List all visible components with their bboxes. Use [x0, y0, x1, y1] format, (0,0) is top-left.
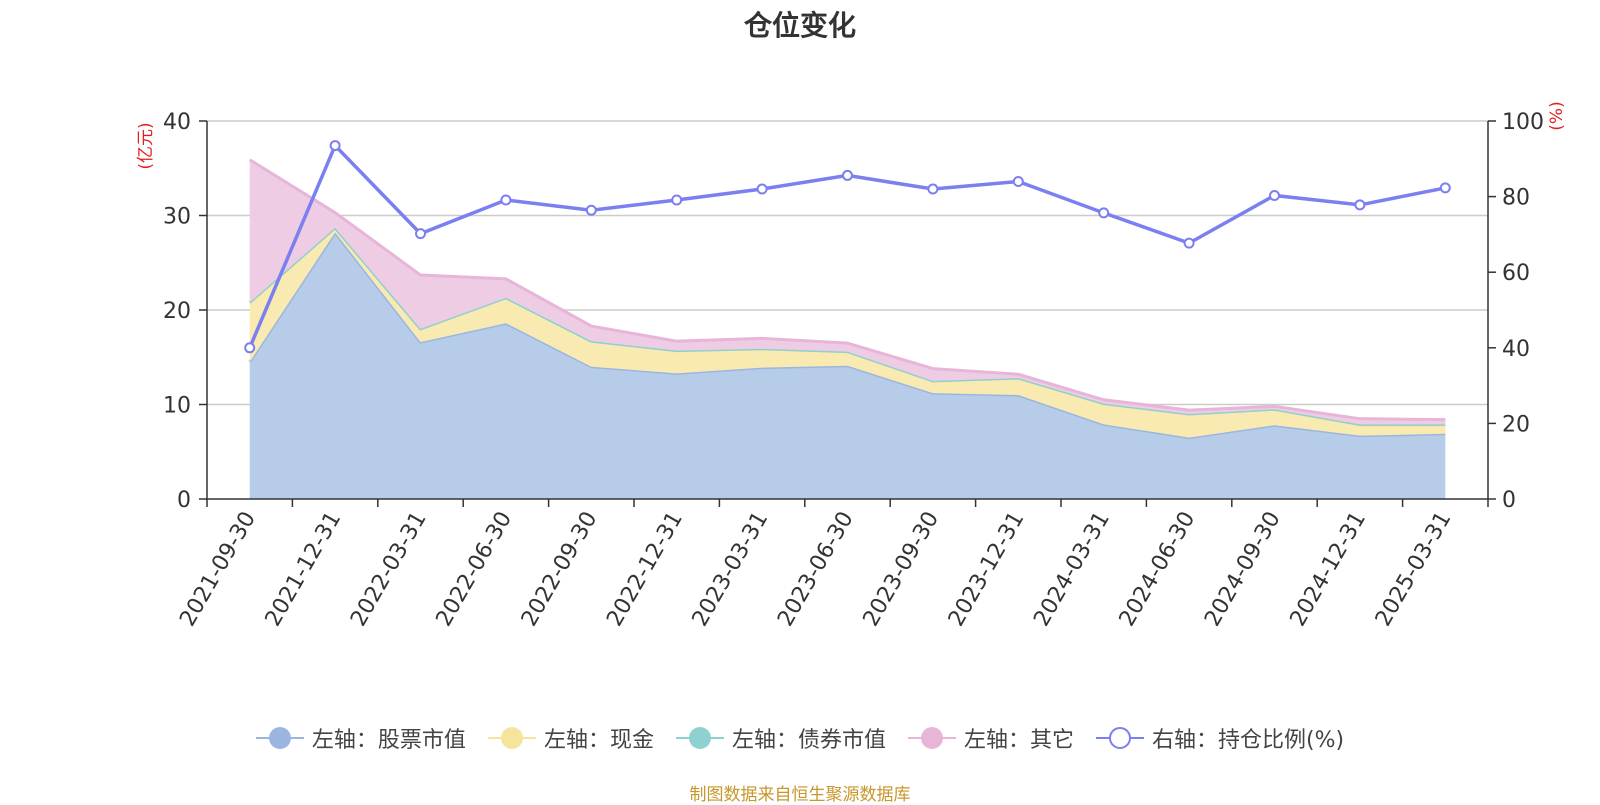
left-tick-label: 0 [177, 488, 191, 513]
legend-item[interactable]: 左轴：其它 [907, 722, 1074, 754]
ratio-point [1183, 237, 1195, 249]
x-tick-label: 2023-09-30 [859, 508, 945, 631]
ratio-point [1354, 199, 1366, 211]
legend-item[interactable]: 右轴：持仓比例(%) [1095, 722, 1345, 754]
left-axis-label: (亿元) [136, 122, 156, 169]
left-tick-label: 30 [163, 205, 191, 230]
ratio-point [1012, 175, 1024, 187]
left-tick-label: 40 [163, 110, 191, 135]
right-axis-label: (%) [1547, 101, 1567, 130]
ratio-point [756, 183, 768, 195]
ratio-point [244, 342, 256, 354]
x-tick-label: 2023-06-30 [773, 508, 859, 631]
ratio-point [415, 228, 426, 240]
x-tick-label: 2022-03-31 [346, 508, 432, 631]
x-tick-label: 2024-06-30 [1115, 508, 1201, 631]
x-tick-label: 2021-09-30 [175, 508, 261, 631]
x-tick-label: 2023-03-31 [688, 508, 774, 631]
right-tick-label: 80 [1502, 186, 1530, 211]
area-series-3 [249, 159, 1446, 425]
x-tick-label: 2024-09-30 [1200, 508, 1286, 631]
legend-label: 左轴：债券市值 [731, 728, 886, 753]
x-tick-label: 2021-12-31 [261, 508, 347, 631]
area-line-3 [248, 158, 1446, 422]
legend-marker-icon [487, 725, 536, 751]
legend-label: 左轴：现金 [543, 728, 654, 753]
legend-marker-icon [675, 725, 724, 751]
chart-legend: 左轴：股票市值 左轴：现金 左轴：债券市值 左轴：其它 右轴：持仓比例(%) [0, 722, 1600, 754]
legend-label: 右轴：持仓比例(%) [1151, 728, 1345, 753]
ratio-point [585, 204, 597, 216]
legend-marker-icon [1095, 725, 1144, 751]
legend-item[interactable]: 左轴：债券市值 [675, 722, 886, 754]
legend-marker-icon [907, 725, 956, 751]
ratio-point [1098, 207, 1110, 219]
left-tick-label: 20 [163, 299, 191, 324]
ratio-point [1269, 189, 1280, 201]
x-tick-label: 2022-12-31 [602, 508, 688, 631]
ratio-point [500, 194, 512, 206]
right-tick-label: 100 [1502, 110, 1544, 135]
ratio-point [1439, 182, 1451, 194]
legend-marker-icon [255, 725, 304, 751]
right-tick-label: 20 [1502, 412, 1530, 437]
ratio-point [671, 194, 683, 206]
legend-label: 左轴：股票市值 [311, 728, 466, 753]
legend-label: 左轴：其它 [963, 728, 1074, 753]
x-tick-label: 2025-03-31 [1371, 508, 1457, 631]
ratio-point [329, 140, 341, 152]
ratio-point [927, 183, 939, 195]
ratio-point [842, 169, 853, 181]
legend-item[interactable]: 左轴：现金 [487, 722, 654, 754]
x-tick-label: 2024-12-31 [1286, 508, 1372, 631]
right-tick-label: 40 [1502, 337, 1530, 362]
x-tick-label: 2022-06-30 [432, 508, 518, 631]
right-tick-label: 60 [1502, 261, 1530, 286]
chart-title: 仓位变化 [743, 9, 856, 42]
x-tick-label: 2023-12-31 [944, 508, 1030, 631]
x-tick-label: 2024-03-31 [1029, 508, 1115, 631]
legend-item[interactable]: 左轴：股票市值 [255, 722, 466, 754]
data-source-note: 制图数据来自恒生聚源数据库 [689, 785, 911, 805]
x-tick-label: 2022-09-30 [517, 508, 603, 631]
right-tick-label: 0 [1502, 488, 1516, 513]
left-tick-label: 10 [163, 394, 191, 419]
